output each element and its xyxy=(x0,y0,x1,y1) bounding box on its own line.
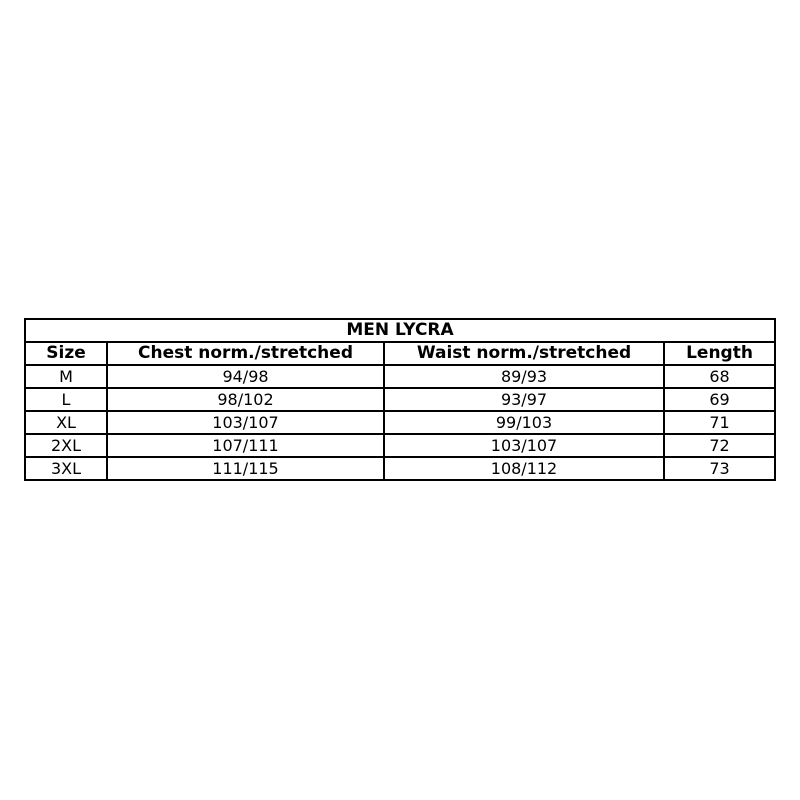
column-header-waist: Waist norm./stretched xyxy=(383,341,665,366)
table-cell-size: L xyxy=(24,387,108,412)
size-chart-table: MEN LYCRA Size Chest norm./stretched Wai… xyxy=(23,318,777,481)
table-row: XL 103/107 99/103 71 xyxy=(24,410,777,435)
table-cell-waist: 89/93 xyxy=(383,364,665,389)
table-row: 2XL 107/111 103/107 72 xyxy=(24,433,777,458)
title-row: MEN LYCRA xyxy=(23,318,777,343)
table-cell-length: 72 xyxy=(662,433,777,458)
table-cell-length: 71 xyxy=(662,410,777,435)
size-chart-container: MEN LYCRA Size Chest norm./stretched Wai… xyxy=(23,318,777,481)
table-cell-chest: 94/98 xyxy=(106,364,385,389)
column-header-size: Size xyxy=(24,341,108,366)
table-cell-chest: 107/111 xyxy=(106,433,385,458)
header-row: Size Chest norm./stretched Waist norm./s… xyxy=(24,341,777,366)
column-header-length: Length xyxy=(662,341,777,366)
table-cell-chest: 98/102 xyxy=(106,387,385,412)
table-row: M 94/98 89/93 68 xyxy=(24,364,777,389)
table-cell-length: 73 xyxy=(662,456,777,481)
table-cell-waist: 93/97 xyxy=(383,387,665,412)
table-cell-size: XL xyxy=(24,410,108,435)
table-cell-size: M xyxy=(24,364,108,389)
table-title: MEN LYCRA xyxy=(23,318,777,343)
column-header-chest: Chest norm./stretched xyxy=(106,341,385,366)
table-cell-length: 69 xyxy=(662,387,777,412)
table-cell-chest: 103/107 xyxy=(106,410,385,435)
table-cell-chest: 111/115 xyxy=(106,456,385,481)
table-cell-waist: 108/112 xyxy=(383,456,665,481)
table-cell-size: 3XL xyxy=(24,456,108,481)
table-row: 3XL 111/115 108/112 73 xyxy=(24,456,777,481)
table-cell-waist: 99/103 xyxy=(383,410,665,435)
table-row: L 98/102 93/97 69 xyxy=(24,387,777,412)
table-cell-length: 68 xyxy=(662,364,777,389)
table-cell-waist: 103/107 xyxy=(383,433,665,458)
table-cell-size: 2XL xyxy=(24,433,108,458)
